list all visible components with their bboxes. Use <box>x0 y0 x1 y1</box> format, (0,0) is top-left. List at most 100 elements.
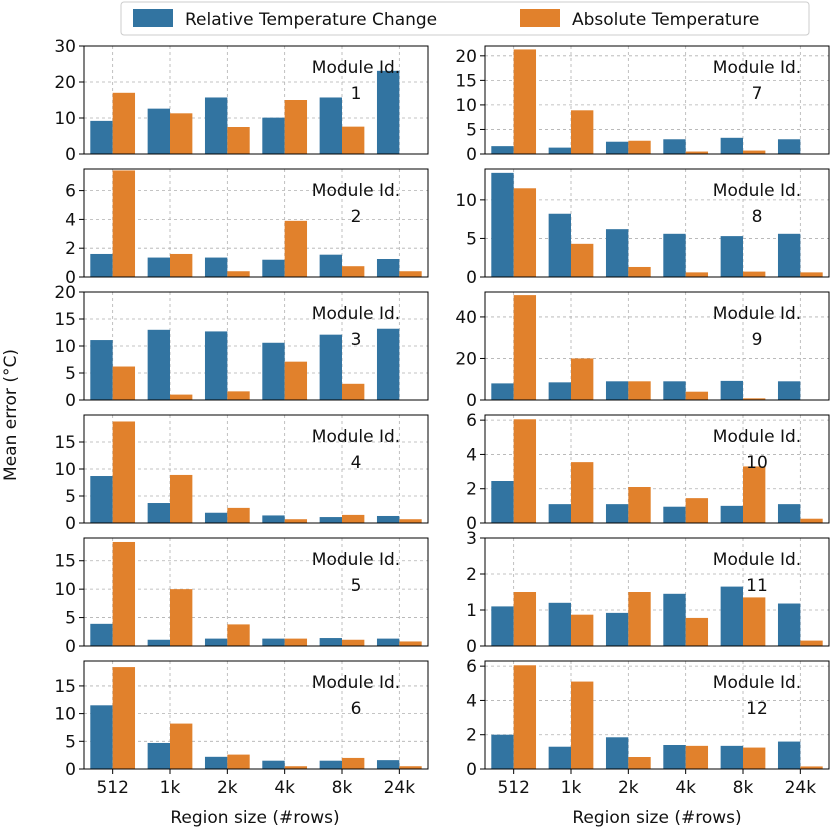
bar-absolute-1k <box>571 243 594 277</box>
y-tick-label: 0 <box>466 514 477 534</box>
bar-relative-24k <box>777 504 801 523</box>
y-tick-label: 2 <box>65 239 76 259</box>
y-tick-label: 30 <box>54 37 76 57</box>
module-annotation-id: 7 <box>752 84 763 104</box>
bar-relative-2k <box>204 756 228 769</box>
module-annotation-id: 4 <box>351 453 362 473</box>
module-annotation-label: Module Id. <box>312 58 400 78</box>
y-tick-label: 10 <box>54 580 76 600</box>
bar-absolute-4k <box>284 519 308 523</box>
bar-absolute-1k <box>571 110 594 154</box>
bar-absolute-8k <box>743 466 766 523</box>
y-tick-label: 10 <box>54 460 76 480</box>
subplot-frame <box>484 660 830 770</box>
bar-relative-8k <box>319 254 342 277</box>
bar-absolute-8k <box>342 266 365 277</box>
bar-absolute-4k <box>685 391 709 400</box>
bar-absolute-512 <box>112 170 136 277</box>
bar-absolute-24k <box>800 766 823 769</box>
legend-frame <box>120 1 810 36</box>
bar-absolute-24k <box>399 519 422 523</box>
bar-relative-512 <box>491 481 514 523</box>
x-axis-label-left: Region size (#rows) <box>170 808 339 828</box>
module-annotation-id: 11 <box>746 576 768 596</box>
bar-relative-512 <box>491 734 514 769</box>
bar-absolute-24k <box>800 640 823 646</box>
subplot-frame <box>83 414 429 524</box>
y-tick-label: 0 <box>65 760 76 780</box>
x-tick-label: 1k <box>561 778 582 798</box>
bar-relative-24k <box>376 328 400 400</box>
y-tick-label: 15 <box>54 310 76 330</box>
bar-relative-24k <box>777 603 801 646</box>
bar-relative-1k <box>147 503 170 523</box>
y-tick-label: 2 <box>466 565 477 585</box>
bar-relative-1k <box>147 742 170 769</box>
bar-relative-512 <box>90 476 113 523</box>
bar-relative-4k <box>663 745 686 769</box>
bar-relative-24k <box>777 741 801 769</box>
x-tick-label: 8k <box>332 778 353 798</box>
bar-absolute-4k <box>685 745 709 769</box>
bar-relative-2k <box>204 331 228 400</box>
bar-relative-512 <box>90 340 113 400</box>
bar-absolute-1k <box>170 474 193 523</box>
bar-relative-1k <box>548 147 571 154</box>
bar-absolute-1k <box>170 589 193 646</box>
bar-absolute-2k <box>628 381 651 400</box>
y-tick-label: 2 <box>466 480 477 500</box>
bar-relative-4k <box>262 259 285 277</box>
bar-relative-8k <box>720 236 743 277</box>
y-tick-label: 10 <box>54 337 76 357</box>
bar-absolute-1k <box>571 358 594 400</box>
subplot-frame <box>83 291 429 401</box>
y-tick-label: 1 <box>466 601 477 621</box>
y-tick-label: 0 <box>65 637 76 657</box>
y-tick-label: 0 <box>466 268 477 288</box>
y-tick-label: 0 <box>65 268 76 288</box>
bar-absolute-1k <box>571 681 594 769</box>
x-tick-label: 4k <box>675 778 696 798</box>
module-annotation-id: 1 <box>351 84 362 104</box>
bar-relative-2k <box>204 512 228 523</box>
x-tick-label: 2k <box>618 778 639 798</box>
bar-relative-8k <box>319 334 342 400</box>
bar-relative-4k <box>663 593 686 646</box>
bar-relative-2k <box>605 504 629 523</box>
y-tick-label: 4 <box>65 210 76 230</box>
bar-relative-24k <box>777 233 801 277</box>
y-tick-label: 15 <box>54 433 76 453</box>
module-annotation-id: 6 <box>351 699 362 719</box>
module-annotation-id: 10 <box>746 453 768 473</box>
x-axis-label-right: Region size (#rows) <box>572 808 741 828</box>
bar-relative-512 <box>491 146 514 154</box>
bar-absolute-1k <box>170 723 193 769</box>
subplot-frame <box>484 168 830 278</box>
subplot-frame <box>83 660 429 770</box>
y-tick-label: 5 <box>65 609 76 629</box>
legend: Relative Temperature Change Absolute Tem… <box>120 1 810 36</box>
bar-absolute-8k <box>743 271 766 277</box>
module-annotation-id: 9 <box>752 330 763 350</box>
bar-relative-512 <box>491 172 514 277</box>
bar-absolute-512 <box>513 419 537 523</box>
y-tick-label: 5 <box>65 487 76 507</box>
y-tick-label: 20 <box>54 73 76 93</box>
subplot-frame <box>484 537 830 647</box>
bar-relative-512 <box>90 120 113 154</box>
bar-absolute-4k <box>284 766 308 769</box>
bar-absolute-1k <box>571 614 594 646</box>
bar-relative-1k <box>548 602 571 646</box>
module-annotation-id: 2 <box>351 207 362 227</box>
subplot-module-11: 0 1 2 3 Module Id. 11 <box>466 529 830 657</box>
y-tick-label: 0 <box>466 391 477 411</box>
y-tick-label: 10 <box>54 705 76 725</box>
module-annotation-label: Module Id. <box>312 427 400 447</box>
bar-relative-2k <box>204 638 228 646</box>
bar-absolute-1k <box>170 394 193 400</box>
bar-relative-24k <box>777 139 801 154</box>
module-annotation-label: Module Id. <box>713 550 801 570</box>
